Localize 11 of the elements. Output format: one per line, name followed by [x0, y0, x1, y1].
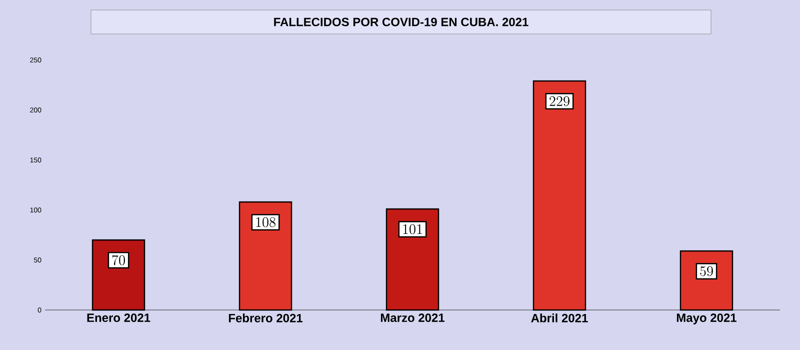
data-label: 59 [700, 266, 713, 276]
x-tick-label: Abril 2021 [531, 314, 588, 322]
data-label: 70 [112, 255, 125, 266]
x-tick-label: Enero 2021 [87, 314, 150, 322]
data-label: 229 [550, 96, 570, 106]
x-tick-label: Febrero 2021 [228, 314, 303, 322]
data-label: 101 [403, 224, 422, 234]
chart-title: FALLECIDOS POR COVID-19 EN CUBA. 2021 [274, 18, 528, 26]
data-label: 108 [256, 217, 276, 228]
x-tick-label: Marzo 2021 [380, 314, 444, 322]
x-tick-label: Mayo 2021 [676, 314, 736, 324]
